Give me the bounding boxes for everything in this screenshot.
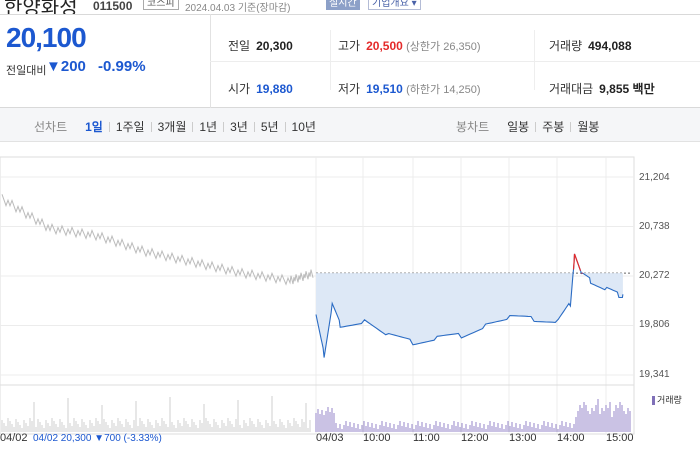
tab-10y[interactable]: 10년 bbox=[291, 120, 316, 134]
change-percent: -0.99% bbox=[98, 58, 146, 75]
prev-close: 전일 20,300 bbox=[228, 39, 293, 53]
candle-chart-label: 봉차트 bbox=[456, 120, 490, 134]
current-price: 20,100 bbox=[6, 22, 87, 53]
x-tick-label: 13:00 bbox=[509, 432, 537, 444]
trade-amount: 거래대금 9,855 백만 bbox=[549, 82, 655, 96]
change-amount: 200 bbox=[60, 58, 86, 75]
today-line bbox=[315, 253, 624, 358]
x-tick-label: 04/02 bbox=[0, 432, 28, 444]
tab-3m[interactable]: 3개월 bbox=[157, 120, 187, 134]
title-bar: 한양화성 011500 코스피 2024.04.03 기준(장마감) 실시간 기… bbox=[0, 0, 700, 14]
above-prev-close-line bbox=[572, 253, 583, 275]
candle-chart-tabs: 봉차트 일봉 주봉 월봉 bbox=[456, 118, 605, 135]
change-label: 전일대비 bbox=[6, 65, 47, 77]
prev-day-summary: 04/02 20,300 ▼700 (-3.33%) bbox=[33, 433, 162, 444]
tab-daily[interactable]: 일봉 bbox=[507, 120, 530, 134]
y-tick-label: 20,738 bbox=[639, 221, 670, 232]
y-tick-label: 19,341 bbox=[639, 369, 670, 380]
high-price: 고가 20,500 (상한가 26,350) bbox=[338, 39, 481, 53]
x-tick-label: 12:00 bbox=[461, 432, 489, 444]
tab-1y[interactable]: 1년 bbox=[199, 120, 218, 134]
market-badge: 코스피 bbox=[143, 0, 179, 10]
low-price: 저가 19,510 (하한가 14,250) bbox=[338, 82, 481, 96]
x-tick-label: 04/03 bbox=[316, 432, 344, 444]
today-area bbox=[316, 273, 623, 358]
line-chart-tabs: 선차트 1일 1주일 3개월 1년 3년 5년 10년 bbox=[34, 118, 322, 135]
company-info-dropdown[interactable]: 기업개요 ▾ bbox=[368, 0, 421, 10]
tab-1w[interactable]: 1주일 bbox=[115, 120, 145, 134]
tab-5y[interactable]: 5년 bbox=[260, 120, 279, 134]
tab-monthly[interactable]: 월봉 bbox=[577, 120, 600, 134]
tab-3y[interactable]: 3년 bbox=[230, 120, 248, 134]
quote-panel bbox=[0, 14, 700, 108]
x-tick-label: 10:00 bbox=[363, 432, 391, 444]
stock-name: 한양화성 bbox=[4, 0, 78, 14]
prev-day-line bbox=[1, 194, 314, 286]
down-arrow-icon: ▼ bbox=[46, 58, 61, 75]
chart-frame bbox=[0, 156, 635, 435]
x-tick-label: 11:00 bbox=[413, 432, 440, 444]
y-tick-label: 20,272 bbox=[639, 270, 670, 281]
y-tick-label: 19,806 bbox=[639, 319, 670, 330]
y-tick-label: 21,204 bbox=[639, 172, 670, 183]
tab-1d[interactable]: 1일 bbox=[85, 120, 103, 134]
x-tick-label: 15:00 bbox=[606, 432, 634, 444]
base-date: 2024.04.03 기준(장마감) bbox=[185, 3, 291, 14]
x-tick-label: 14:00 bbox=[557, 432, 585, 444]
volume: 거래량 494,088 bbox=[549, 39, 632, 53]
line-chart-label: 선차트 bbox=[34, 120, 68, 134]
period-tabs: 선차트 1일 1주일 3개월 1년 3년 5년 10년 봉차트 일봉 주봉 월봉 bbox=[0, 108, 700, 142]
stock-code: 011500 bbox=[93, 0, 133, 13]
volume-legend: 거래량 bbox=[652, 393, 682, 406]
change-value: ▼200 bbox=[46, 58, 86, 75]
tab-weekly[interactable]: 주봉 bbox=[542, 120, 565, 134]
open-price: 시가 19,880 bbox=[228, 82, 293, 96]
realtime-button[interactable]: 실시간 bbox=[326, 0, 360, 10]
